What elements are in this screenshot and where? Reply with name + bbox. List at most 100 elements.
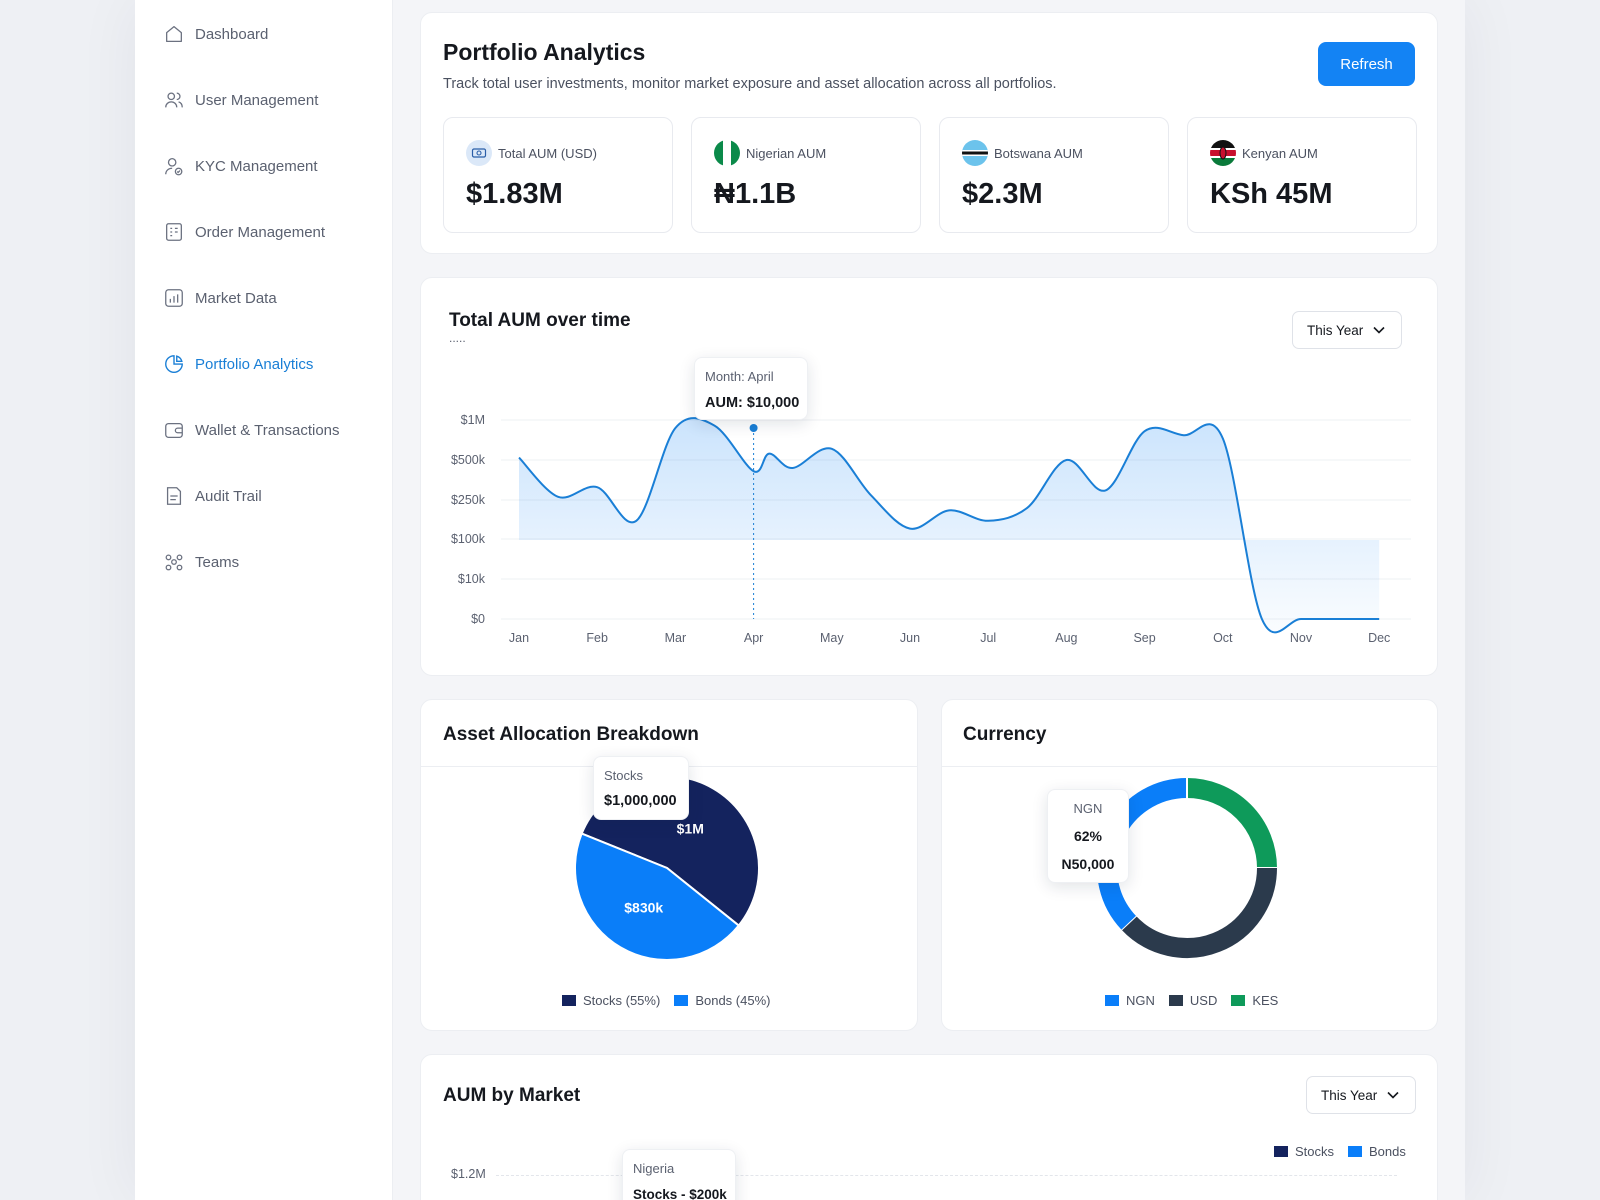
legend-label: Bonds <box>1369 1144 1406 1159</box>
stat-card-total-aum: Total AUM (USD) $1.83M <box>443 117 673 233</box>
legend-label: KES <box>1252 993 1279 1008</box>
stat-card-botswana-aum: Botswana AUM $2.3M <box>939 117 1169 233</box>
sidebar-item-teams[interactable]: Teams <box>163 548 239 576</box>
aum-series-line <box>518 417 1380 634</box>
pie-chart-icon <box>165 355 183 373</box>
period-select[interactable]: This Year <box>1292 311 1402 349</box>
currency-legend: NGN USD KES <box>1105 993 1278 1008</box>
card-title: AUM by Market <box>443 1085 581 1106</box>
sidebar-item-audit-trail[interactable]: Audit Trail <box>163 482 262 510</box>
document-icon <box>166 487 182 505</box>
sidebar: Dashboard User Management KYC Management… <box>135 0 393 1200</box>
legend-label: Stocks (55%) <box>583 993 661 1008</box>
stat-value: $2.3M <box>962 178 1043 210</box>
page-title: Portfolio Analytics <box>443 39 646 65</box>
sidebar-item-label: Audit Trail <box>195 487 262 505</box>
sidebar-item-order-management[interactable]: Order Management <box>163 218 325 246</box>
y-tick-label: $100k <box>451 532 486 546</box>
currency-card: Currency NGN 62% N50,000 NGN USD KES <box>941 699 1438 1031</box>
tooltip-label: Month: April <box>705 369 774 384</box>
wallet-icon <box>165 422 183 438</box>
sidebar-item-wallet-transactions[interactable]: Wallet & Transactions <box>163 416 340 444</box>
stat-value: $1.83M <box>466 178 563 210</box>
market-tooltip: Nigeria Stocks - $200k <box>622 1149 736 1200</box>
y-tick-label: $10k <box>458 572 486 586</box>
legend-item-kes: KES <box>1231 993 1278 1008</box>
x-tick-label: Jul <box>980 631 996 645</box>
page-subtitle: Track total user investments, monitor ma… <box>443 76 1057 92</box>
legend-item-stocks: Stocks <box>1274 1144 1334 1159</box>
stat-value: KSh 45M <box>1210 178 1333 210</box>
chevron-down-icon <box>1373 326 1385 334</box>
legend-item-bonds: Bonds <box>1348 1144 1406 1159</box>
stat-card-kenyan-aum: Kenyan AUM KSh 45M <box>1187 117 1417 233</box>
legend-item-usd: USD <box>1168 993 1218 1008</box>
asset-allocation-card: Asset Allocation Breakdown $1M $830k Stoc… <box>420 699 918 1031</box>
botswana-flag-icon <box>962 140 988 166</box>
y-tick-label: $500k <box>451 453 486 467</box>
user-check-icon <box>165 158 183 176</box>
tooltip-value: AUM: $10,000 <box>705 395 800 411</box>
refresh-button[interactable]: Refresh <box>1318 42 1415 86</box>
x-tick-label: Dec <box>1368 631 1390 645</box>
nigeria-flag-icon <box>714 140 740 166</box>
users-icon <box>165 92 183 108</box>
legend-label: USD <box>1189 993 1218 1008</box>
sidebar-item-user-management[interactable]: User Management <box>163 86 318 114</box>
stat-card-nigerian-aum: Nigerian AUM ₦1.1B <box>691 117 921 233</box>
aum-hover-point[interactable] <box>749 424 758 432</box>
tooltip-label: Nigeria <box>633 1161 675 1176</box>
sidebar-item-portfolio-analytics[interactable]: Portfolio Analytics <box>163 350 313 378</box>
stat-label: Nigerian AUM <box>746 146 827 161</box>
allocation-tooltip: Stocks $1,000,000 <box>593 756 689 820</box>
x-tick-label: Nov <box>1290 631 1313 645</box>
x-tick-label: Jun <box>900 631 920 645</box>
stat-label: Botswana AUM <box>994 146 1083 161</box>
x-tick-label: Sep <box>1133 631 1155 645</box>
sidebar-item-label: Order Management <box>195 223 326 241</box>
donut-segment-usd[interactable] <box>1121 867 1277 958</box>
overview-card: Portfolio Analytics Track total user inv… <box>420 12 1438 254</box>
pie-slice-bonds[interactable] <box>574 832 741 961</box>
tooltip-label: NGN <box>1073 801 1103 816</box>
chart-subtitle: ..... <box>449 331 466 345</box>
kenya-flag-icon <box>1210 140 1236 166</box>
y-tick-label: $250k <box>451 493 486 507</box>
tooltip-label: Stocks <box>604 768 644 783</box>
aum-by-market-card: AUM by Market This Year Stocks Bonds $1.… <box>420 1054 1438 1200</box>
stat-label: Total AUM (USD) <box>498 146 597 161</box>
legend-item-ngn: NGN <box>1105 993 1155 1008</box>
allocation-legend: Stocks (55%) Bonds (45%) <box>562 993 770 1008</box>
sidebar-item-label: Dashboard <box>195 25 269 43</box>
legend-label: NGN <box>1126 993 1155 1008</box>
market-legend: Stocks Bonds <box>1274 1144 1406 1159</box>
sidebar-item-kyc-management[interactable]: KYC Management <box>163 152 318 180</box>
currency-tooltip: NGN 62% N50,000 <box>1047 789 1129 883</box>
sidebar-item-label: Portfolio Analytics <box>195 355 314 373</box>
x-tick-label: Apr <box>744 631 763 645</box>
y-tick-label: $1M <box>461 413 485 427</box>
donut-separator <box>1119 914 1138 932</box>
period-select[interactable]: This Year <box>1306 1076 1416 1114</box>
legend-label: Stocks <box>1295 1144 1335 1159</box>
chevron-down-icon <box>1387 1091 1399 1099</box>
x-tick-label: Oct <box>1213 631 1233 645</box>
receipt-icon <box>166 223 182 241</box>
sidebar-item-label: KYC Management <box>195 157 318 175</box>
chart-box-icon <box>165 289 183 307</box>
usd-note-icon <box>466 140 492 166</box>
tooltip-value: $1,000,000 <box>604 793 677 809</box>
donut-segment-kes[interactable] <box>1186 778 1277 869</box>
tooltip-percent: 62% <box>1073 828 1103 844</box>
gridline <box>496 1175 1397 1176</box>
sidebar-item-market-data[interactable]: Market Data <box>163 284 277 312</box>
x-tick-label: Feb <box>586 631 608 645</box>
legend-item-bonds: Bonds (45%) <box>674 993 770 1008</box>
card-title: Currency <box>963 724 1047 745</box>
pie-slice-label: $1M <box>677 820 704 836</box>
home-icon <box>166 26 182 42</box>
legend-item-stocks: Stocks (55%) <box>562 993 660 1008</box>
aum-line-chart: $1M $500k $250k $100k $10k $0 Jan Feb Mar Apr May… <box>451 413 1411 645</box>
sidebar-item-dashboard[interactable]: Dashboard <box>163 20 268 48</box>
period-select-value: This Year <box>1307 322 1364 338</box>
